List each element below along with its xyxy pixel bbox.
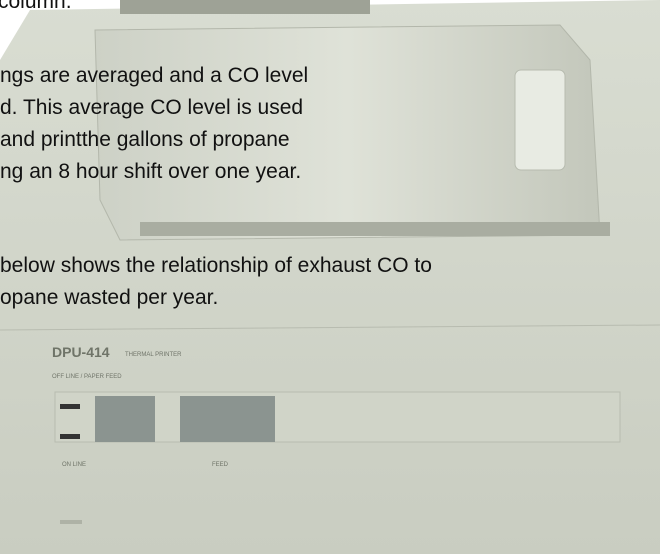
text-line: ng an 8 hour shift over one year. xyxy=(0,160,301,183)
led xyxy=(60,404,80,409)
led xyxy=(60,434,80,439)
text-line: and printthe gallons of propane xyxy=(0,128,290,151)
model: DPU-414 xyxy=(52,344,110,360)
button-label: ON LINE xyxy=(62,462,86,468)
button xyxy=(95,396,155,442)
text-line: below shows the relationship of exhaust … xyxy=(0,254,432,277)
cable xyxy=(120,0,370,14)
button-label: FEED xyxy=(212,462,229,468)
foot-mark xyxy=(60,520,82,524)
text-line: d. This average CO level is used xyxy=(0,96,303,119)
text-line: opane wasted per year. xyxy=(0,286,218,309)
page: DPU-414 THERMAL PRINTER OFF LINE / PAPER… xyxy=(0,0,660,554)
subtitle: THERMAL PRINTER xyxy=(125,352,182,358)
photo: DPU-414 THERMAL PRINTER OFF LINE / PAPER… xyxy=(0,0,660,554)
paper-slot xyxy=(140,222,610,236)
cover-latch xyxy=(515,70,565,170)
panel-label: OFF LINE / PAPER FEED xyxy=(52,374,122,380)
text-line: ngs are averaged and a CO level xyxy=(0,64,308,87)
button xyxy=(180,396,275,442)
text-line: column. xyxy=(0,0,72,13)
